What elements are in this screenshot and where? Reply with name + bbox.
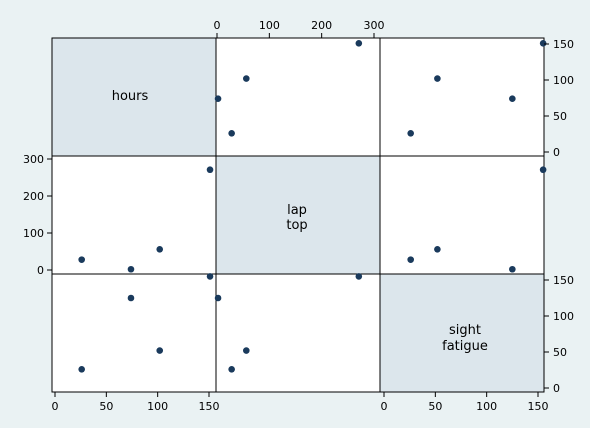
data-point-sight_fatigue-vs-laptop-2 bbox=[243, 347, 250, 354]
y-tick-label-hours: 150 bbox=[553, 38, 574, 51]
data-point-sight_fatigue-vs-hours-1 bbox=[127, 294, 135, 302]
x-tick-label-hours: 150 bbox=[199, 400, 220, 413]
data-point-sight_fatigue-vs-laptop-3 bbox=[355, 273, 363, 280]
diagonal-cell-sight_fatigue bbox=[380, 274, 544, 392]
y-tick-label-hours: 50 bbox=[553, 110, 567, 123]
y-tick-label-laptop: 200 bbox=[23, 190, 44, 203]
data-point-laptop-vs-sight_fatigue-2 bbox=[434, 245, 441, 253]
y-tick-label-sight_fatigue: 150 bbox=[553, 274, 574, 287]
x-tick-label-laptop: 0 bbox=[214, 19, 221, 32]
data-point-laptop-vs-hours-0 bbox=[78, 256, 85, 263]
x-tick-label-laptop: 100 bbox=[259, 19, 280, 32]
x-tick-label-hours: 0 bbox=[52, 400, 59, 413]
matrix-frame bbox=[51, 37, 545, 393]
data-point-laptop-vs-hours-3 bbox=[206, 166, 214, 174]
x-tick-label-sight_fatigue: 50 bbox=[428, 400, 442, 413]
data-point-hours-vs-laptop-3 bbox=[355, 39, 363, 47]
data-point-sight_fatigue-vs-laptop-0 bbox=[228, 365, 235, 373]
scatter-cell-hours-vs-sight_fatigue bbox=[380, 38, 544, 156]
data-point-laptop-vs-sight_fatigue-3 bbox=[539, 166, 547, 174]
data-point-sight_fatigue-vs-hours-3 bbox=[206, 273, 214, 280]
diagonal-label-hours: hours bbox=[112, 89, 149, 104]
y-tick-label-laptop: 300 bbox=[23, 153, 44, 166]
y-tick-label-sight_fatigue: 100 bbox=[553, 310, 574, 323]
scatter-cell-sight_fatigue-vs-hours bbox=[52, 274, 216, 392]
scatter-cell-sight_fatigue-vs-laptop bbox=[216, 274, 380, 392]
scatter-cell-laptop-vs-hours bbox=[52, 156, 216, 274]
scatter-cell-hours-vs-laptop bbox=[216, 38, 380, 156]
data-point-hours-vs-laptop-1 bbox=[214, 95, 222, 103]
y-tick-label-hours: 0 bbox=[553, 146, 560, 159]
diagonal-label-sight_fatigue: sight bbox=[449, 323, 481, 338]
data-point-sight_fatigue-vs-laptop-1 bbox=[214, 294, 222, 302]
x-tick-label-laptop: 300 bbox=[364, 19, 385, 32]
diagonal-cell-hours bbox=[52, 38, 216, 156]
x-tick-label-sight_fatigue: 100 bbox=[476, 400, 497, 413]
x-tick-label-laptop: 200 bbox=[311, 19, 332, 32]
y-tick-label-laptop: 0 bbox=[37, 264, 44, 277]
diagonal-cell-laptop bbox=[216, 156, 380, 274]
data-point-hours-vs-sight_fatigue-0 bbox=[407, 129, 414, 137]
y-tick-label-hours: 100 bbox=[553, 74, 574, 87]
x-tick-label-sight_fatigue: 150 bbox=[528, 400, 549, 413]
data-point-hours-vs-sight_fatigue-1 bbox=[509, 95, 516, 103]
diagonal-label-laptop: top bbox=[286, 218, 307, 233]
data-point-laptop-vs-hours-2 bbox=[156, 245, 164, 253]
y-tick-label-laptop: 100 bbox=[23, 227, 44, 240]
x-tick-label-hours: 100 bbox=[147, 400, 168, 413]
data-point-laptop-vs-hours-1 bbox=[127, 265, 135, 273]
scatter-cell-laptop-vs-sight_fatigue bbox=[380, 156, 544, 274]
data-point-hours-vs-laptop-0 bbox=[228, 129, 235, 137]
y-tick-label-sight_fatigue: 50 bbox=[553, 346, 567, 359]
data-point-hours-vs-sight_fatigue-3 bbox=[539, 39, 547, 47]
data-point-laptop-vs-sight_fatigue-1 bbox=[509, 265, 516, 273]
data-point-sight_fatigue-vs-hours-0 bbox=[78, 365, 85, 373]
diagonal-label-sight_fatigue: fatigue bbox=[442, 339, 488, 354]
data-point-hours-vs-sight_fatigue-2 bbox=[434, 75, 441, 82]
x-tick-label-sight_fatigue: 0 bbox=[381, 400, 388, 413]
data-point-laptop-vs-sight_fatigue-0 bbox=[407, 256, 414, 263]
data-point-sight_fatigue-vs-hours-2 bbox=[156, 347, 164, 354]
y-tick-label-sight_fatigue: 0 bbox=[553, 382, 560, 395]
diagonal-label-laptop: lap bbox=[287, 203, 307, 218]
x-tick-label-hours: 50 bbox=[99, 400, 113, 413]
data-point-hours-vs-laptop-2 bbox=[243, 75, 250, 82]
